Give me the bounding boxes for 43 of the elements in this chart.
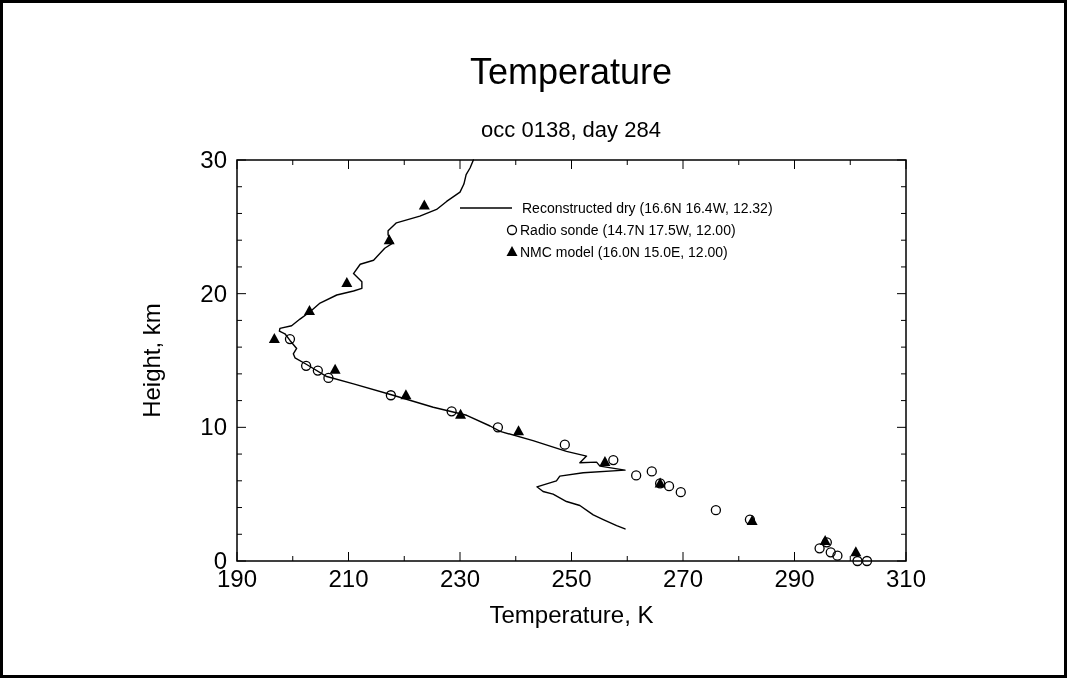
y-tick-label: 30 — [200, 146, 227, 173]
point — [329, 363, 341, 374]
x-axis-title: Temperature, K — [489, 601, 654, 628]
point — [675, 487, 686, 498]
point — [646, 466, 657, 477]
chart-title: Temperature — [469, 51, 673, 92]
y-tick-label: 20 — [200, 279, 227, 307]
x-tick-label: 250 — [551, 565, 592, 592]
x-tick-label: 310 — [885, 565, 927, 592]
y-tick-label: 10 — [200, 413, 227, 441]
y-axis-title: Height, km — [138, 303, 165, 418]
point — [455, 408, 467, 419]
x-tick-label: 210 — [328, 565, 369, 592]
legend-label: Radio sonde (14.7N 17.5W, 12.00) — [520, 222, 736, 238]
point — [323, 372, 334, 384]
point — [284, 333, 296, 345]
point — [312, 365, 323, 376]
point — [341, 276, 353, 287]
point — [446, 406, 457, 417]
chart-subtitle: occ 0138, day 284 — [481, 117, 661, 142]
x-tick-label: 290 — [774, 565, 815, 592]
point — [385, 390, 397, 401]
point — [513, 425, 525, 436]
point — [861, 555, 873, 567]
point — [418, 199, 430, 210]
point — [850, 546, 862, 557]
legend-label: NMC model (16.0N 15.0E, 12.00) — [520, 244, 728, 260]
x-tick-label: 230 — [439, 565, 481, 592]
point — [599, 456, 611, 467]
x-tick-label: 270 — [662, 565, 704, 592]
point — [268, 333, 280, 344]
point — [663, 481, 675, 492]
point — [814, 543, 825, 554]
point — [832, 550, 843, 561]
point — [608, 454, 619, 466]
point — [300, 360, 312, 371]
point — [852, 555, 863, 567]
point — [559, 439, 570, 450]
point — [710, 505, 722, 516]
point — [631, 470, 642, 481]
legend-label: Reconstructed dry (16.6N 16.4W, 12.32) — [522, 200, 773, 216]
point — [825, 547, 836, 558]
point — [492, 422, 504, 433]
